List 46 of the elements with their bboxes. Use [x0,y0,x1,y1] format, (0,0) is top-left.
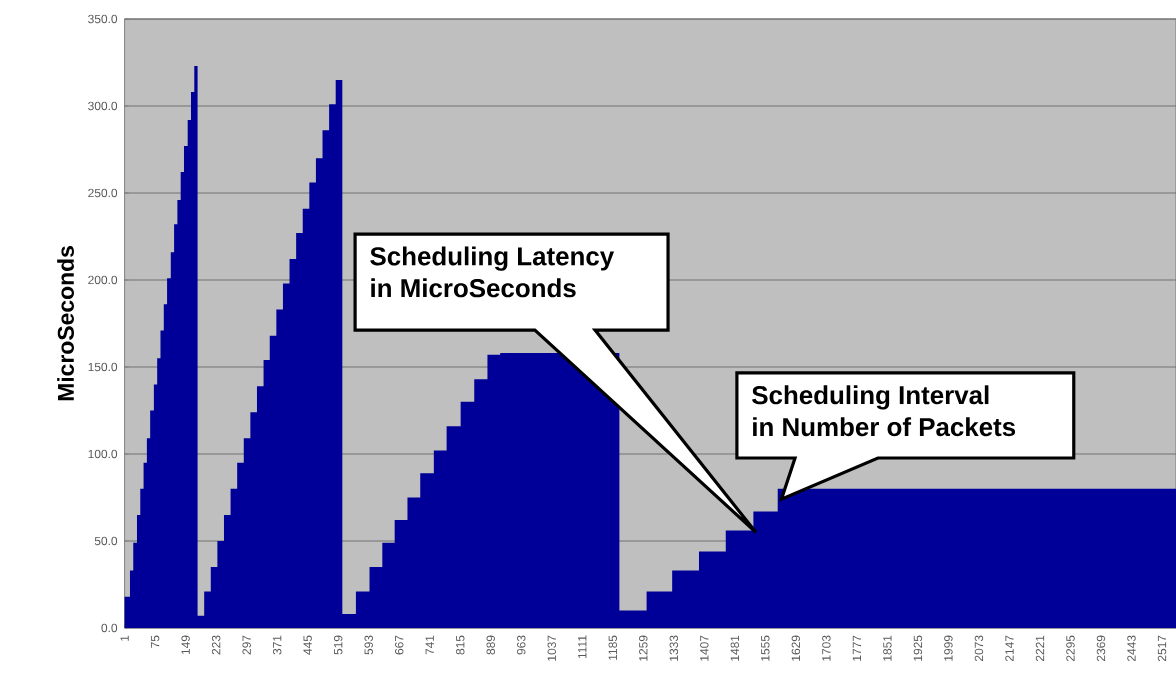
y-tick-label: 0.0 [101,623,118,633]
x-tick-label: 1703 [822,635,831,661]
x-tick-label: 1259 [639,635,648,661]
y-tick-label: 100.0 [88,449,118,459]
x-tick-label: 1555 [761,635,770,661]
x-tick-label: 741 [425,635,434,655]
x-tick-label: 1925 [913,635,923,661]
x-tick-label: 149 [181,635,190,655]
x-tick-label: 1629 [791,635,801,661]
x-tick-label: 1333 [669,635,679,661]
x-tick-label: 519 [333,635,343,655]
y-tick-label: 200.0 [88,275,118,285]
x-tick-label: 1777 [852,635,861,661]
x-tick-label: 223 [211,635,221,655]
annotation: Scheduling Latency in MicroSeconds [370,246,615,298]
x-tick-label: 1851 [883,635,892,661]
x-tick-label: 1 [120,635,129,641]
x-tick-label: 2369 [1096,635,1106,662]
y-tick-label: 250.0 [88,188,118,198]
y-tick-label: 150.0 [88,362,118,372]
x-tick-label: 2295 [1066,635,1075,662]
x-tick-label: 445 [303,635,312,655]
y-tick-label: 300.0 [88,101,118,111]
x-tick-label: 2221 [1035,635,1045,662]
annotation: Scheduling Interval in Number of Packets [752,385,1016,437]
x-tick-label: 2073 [974,635,984,662]
x-tick-label: 815 [456,635,465,655]
x-tick-label: 75 [150,635,160,648]
x-tick-label: 1111 [578,635,587,659]
x-tick-label: 667 [394,635,404,655]
x-tick-label: 593 [364,635,373,655]
x-tick-label: 889 [486,635,495,655]
x-tick-label: 1407 [700,635,709,661]
x-tick-label: 371 [272,635,282,655]
y-axis-title: MicroSeconds [57,246,74,401]
x-tick-label: 963 [517,635,526,655]
x-tick-label: 2147 [1005,635,1014,662]
x-tick-label: 297 [242,635,251,655]
x-tick-label: 1481 [730,635,740,661]
x-tick-label: 2443 [1127,635,1136,662]
x-tick-label: 1185 [608,635,618,660]
x-tick-label: 2517 [1157,635,1167,662]
x-tick-label: 1999 [944,635,953,661]
y-tick-label: 350.0 [88,14,118,24]
y-tick-label: 50.0 [94,536,118,546]
x-tick-label: 1037 [547,635,557,661]
